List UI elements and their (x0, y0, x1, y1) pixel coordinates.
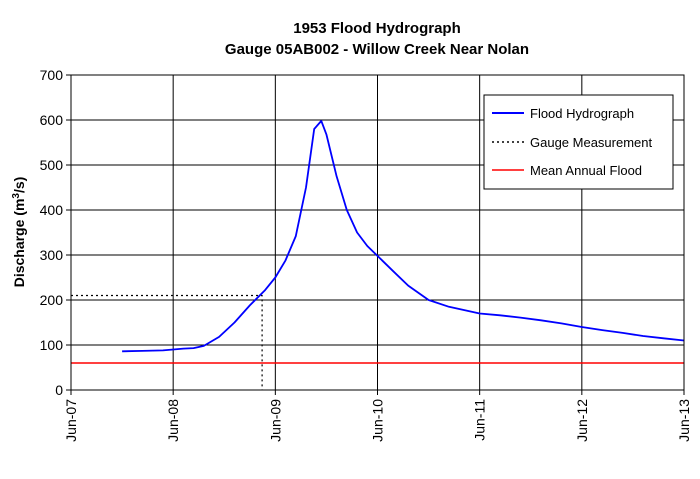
y-axis-label: Discharge (m3/s) (11, 177, 28, 288)
legend-label-gauge-measurement: Gauge Measurement (530, 135, 653, 150)
x-tick-labels: Jun-07 Jun-08 Jun-09 Jun-10 Jun-11 Jun-12 Jun-… (63, 399, 692, 442)
axis-layer (66, 74, 685, 395)
x-tick-label: Jun-08 (165, 399, 181, 442)
x-tick-label: Jun-13 (676, 399, 692, 442)
x-tick-label: Jun-12 (574, 399, 590, 442)
y-tick-label: 100 (40, 337, 64, 353)
legend: Flood Hydrograph Gauge Measurement Mean … (483, 94, 674, 190)
y-tick-label: 500 (40, 157, 64, 173)
y-tick-label: 300 (40, 247, 64, 263)
chart-title: 1953 Flood Hydrograph (293, 20, 461, 37)
y-tick-label: 400 (40, 202, 64, 218)
x-tick-label: Jun-09 (267, 399, 283, 442)
series-gauge-measurement (71, 294, 263, 390)
y-tick-label: 200 (40, 292, 64, 308)
series-layer (71, 120, 685, 390)
y-tick-label: 0 (55, 382, 63, 398)
chart-subtitle: Gauge 05AB002 - Willow Creek Near Nolan (225, 41, 529, 58)
legend-label-flood-hydrograph: Flood Hydrograph (530, 106, 634, 121)
y-tick-label: 600 (40, 112, 64, 128)
legend-label-mean-annual-flood: Mean Annual Flood (530, 163, 642, 178)
x-tick-label: Jun-11 (472, 399, 488, 441)
x-tick-label: Jun-10 (370, 399, 386, 442)
y-tick-label: 700 (40, 67, 64, 83)
y-tick-labels: 0 100 200 300 400 500 600 700 (40, 67, 64, 398)
series-flood-hydrograph (122, 120, 685, 353)
legend-box (483, 94, 674, 190)
plot-area-border (70, 74, 685, 391)
x-tick-label: Jun-07 (63, 399, 79, 442)
grid-layer (70, 74, 685, 391)
